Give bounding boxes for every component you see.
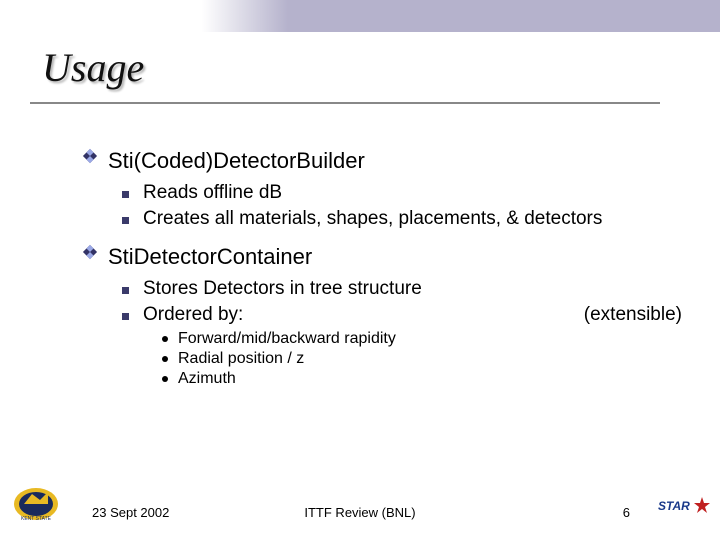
bullet-text: Radial position / z xyxy=(178,350,304,367)
bullet-text: Creates all materials, shapes, placement… xyxy=(143,208,682,230)
title-underline xyxy=(30,102,660,104)
slide-footer: KENT STATE 23 Sept 2002 ITTF Review (BNL… xyxy=(0,492,720,526)
bullet-level2: Reads offline dB xyxy=(122,182,682,204)
kent-state-logo-icon: KENT STATE xyxy=(10,482,68,522)
svg-text:KENT STATE: KENT STATE xyxy=(21,516,52,522)
bullet-level1: StiDetectorContainer xyxy=(82,244,682,270)
bullet-level2: Stores Detectors in tree structure xyxy=(122,278,682,300)
bullet-level2: Creates all materials, shapes, placement… xyxy=(122,208,682,230)
footer-center: ITTF Review (BNL) xyxy=(304,505,415,520)
bullet-annotation: (extensible) xyxy=(584,304,682,326)
bullet-level3: Radial position / z xyxy=(162,350,682,368)
bullet-text: Stores Detectors in tree structure xyxy=(143,278,682,300)
footer-page-number: 6 xyxy=(623,505,630,520)
diamond-bullet-icon xyxy=(82,244,98,260)
square-bullet-icon xyxy=(122,313,129,320)
bullet-level2: Ordered by: (extensible) xyxy=(122,304,682,326)
bullet-text: Ordered by: xyxy=(143,304,584,326)
bullet-text: Azimuth xyxy=(178,370,236,387)
bullet-text: StiDetectorContainer xyxy=(108,244,312,270)
star-logo-text: STAR xyxy=(658,499,690,513)
footer-date: 23 Sept 2002 xyxy=(92,505,169,520)
bullet-text: Reads offline dB xyxy=(143,182,682,204)
square-bullet-icon xyxy=(122,217,129,224)
bullet-level3: Azimuth xyxy=(162,370,682,388)
slide-body: Sti(Coded)DetectorBuilder Reads offline … xyxy=(82,148,682,390)
bullet-level1: Sti(Coded)DetectorBuilder xyxy=(82,148,682,174)
star-logo-icon: STAR xyxy=(658,495,712,520)
diamond-bullet-icon xyxy=(82,148,98,164)
bullet-level3: Forward/mid/backward rapidity xyxy=(162,330,682,348)
slide-title: Usage xyxy=(42,44,144,91)
dot-bullet-icon xyxy=(162,376,168,382)
bullet-text: Sti(Coded)DetectorBuilder xyxy=(108,148,365,174)
dot-bullet-icon xyxy=(162,336,168,342)
square-bullet-icon xyxy=(122,287,129,294)
top-accent-band xyxy=(0,0,720,32)
square-bullet-icon xyxy=(122,191,129,198)
dot-bullet-icon xyxy=(162,356,168,362)
bullet-text: Forward/mid/backward rapidity xyxy=(178,330,396,347)
